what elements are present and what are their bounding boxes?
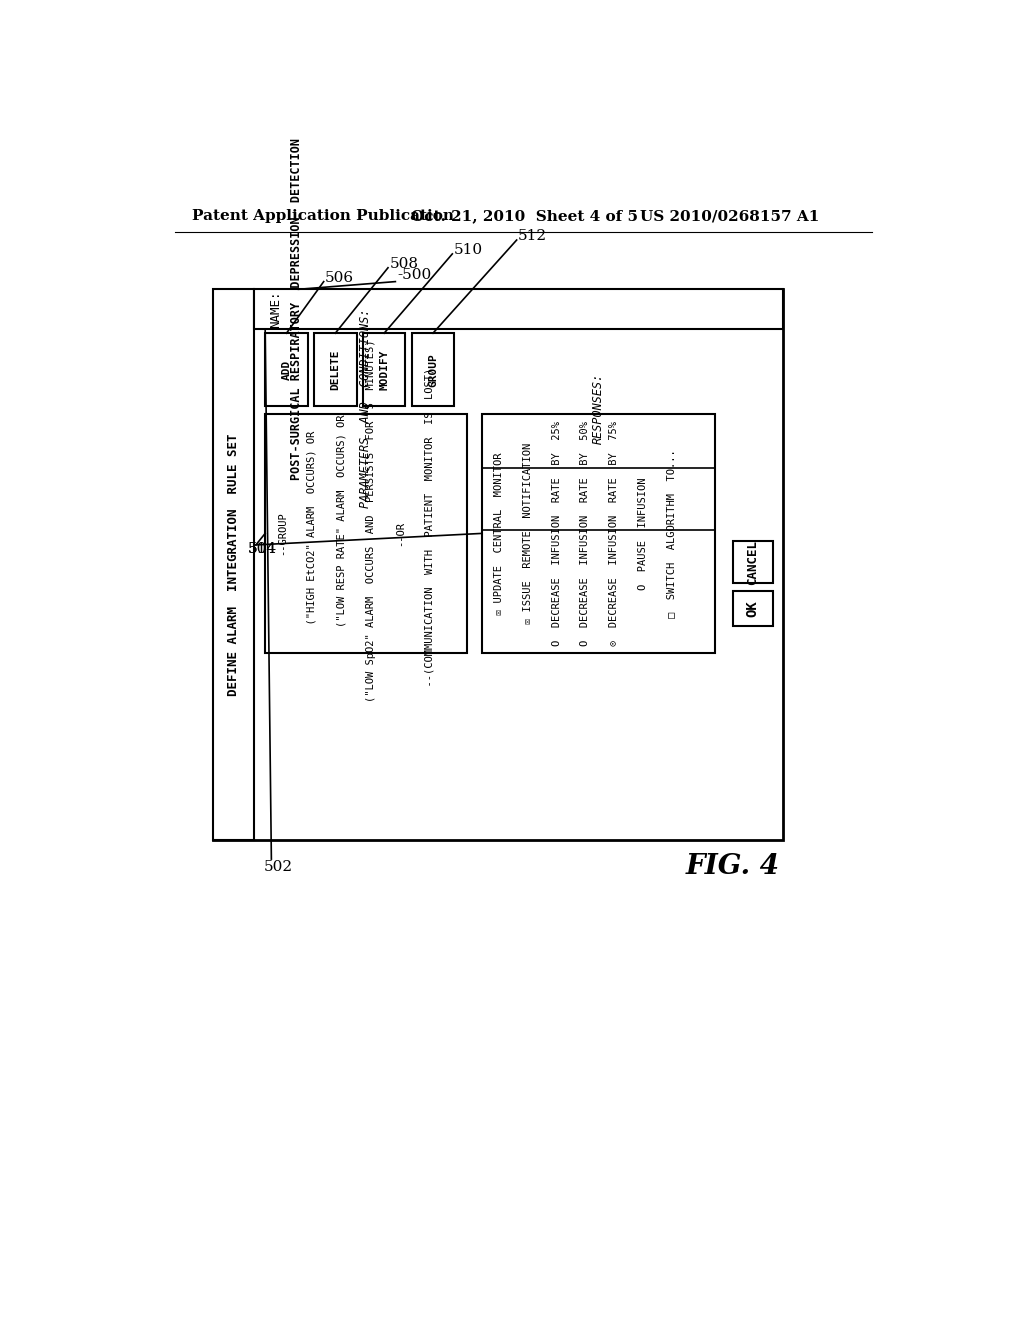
Text: FIG. 4: FIG. 4: [686, 853, 780, 880]
Text: □  SWITCH  ALGORITHM  TO...: □ SWITCH ALGORITHM TO...: [667, 449, 676, 618]
Bar: [362, 333, 406, 407]
Bar: [314, 333, 356, 407]
Text: NAME:: NAME:: [268, 290, 282, 329]
Text: RESPONSES:: RESPONSES:: [592, 372, 605, 444]
Text: 512: 512: [518, 230, 548, 243]
Text: 510: 510: [454, 243, 483, 257]
Text: US 2010/0268157 A1: US 2010/0268157 A1: [640, 209, 819, 223]
Bar: [213, 289, 783, 840]
Text: 502: 502: [263, 859, 293, 874]
Text: OK: OK: [745, 601, 760, 616]
Text: ("LOW RESP RATE" ALARM  OCCURS) OR: ("LOW RESP RATE" ALARM OCCURS) OR: [336, 414, 346, 652]
Text: CANCEL: CANCEL: [746, 540, 759, 585]
Bar: [732, 591, 773, 626]
Text: 506: 506: [326, 271, 354, 285]
Text: O  DECREASE  INFUSION  RATE  BY  50%: O DECREASE INFUSION RATE BY 50%: [581, 421, 590, 645]
Text: O  PAUSE  INFUSION: O PAUSE INFUSION: [638, 477, 647, 590]
Text: --GROUP: --GROUP: [278, 512, 287, 556]
Text: PARAMETERS  AND  CONDITIONS:: PARAMETERS AND CONDITIONS:: [359, 308, 373, 508]
Bar: [265, 414, 467, 653]
Text: 504: 504: [248, 541, 278, 556]
Bar: [412, 333, 455, 407]
Text: ⊙  DECREASE  INFUSION  RATE  BY  75%: ⊙ DECREASE INFUSION RATE BY 75%: [609, 421, 618, 645]
Text: ("LOW SpO2" ALARM  OCCURS  AND  PERSISTS  FOR  5  MINUTES): ("LOW SpO2" ALARM OCCURS AND PERSISTS FO…: [366, 339, 376, 727]
Text: ADD: ADD: [282, 359, 292, 380]
Text: --OR: --OR: [395, 521, 406, 546]
Text: MODIFY: MODIFY: [379, 350, 389, 389]
Text: -500: -500: [397, 268, 431, 282]
Text: Patent Application Publication: Patent Application Publication: [191, 209, 454, 223]
Bar: [482, 414, 715, 653]
Text: POST-SURGICAL RESPIRATORY  DEPRESSION  DETECTION: POST-SURGICAL RESPIRATORY DEPRESSION DET…: [291, 139, 303, 480]
Text: DEFINE ALARM  INTEGRATION  RULE SET: DEFINE ALARM INTEGRATION RULE SET: [227, 433, 240, 696]
Text: DELETE: DELETE: [331, 350, 340, 389]
Text: ☒ ISSUE  REMOTE  NOTIFICATION: ☒ ISSUE REMOTE NOTIFICATION: [523, 442, 532, 624]
Bar: [732, 541, 773, 583]
Text: ☒ UPDATE  CENTRAL  MONITOR: ☒ UPDATE CENTRAL MONITOR: [495, 453, 504, 615]
Text: ("HIGH EtCO2" ALARM  OCCURS) OR: ("HIGH EtCO2" ALARM OCCURS) OR: [306, 430, 316, 636]
Text: Oct. 21, 2010  Sheet 4 of 5: Oct. 21, 2010 Sheet 4 of 5: [411, 209, 638, 223]
Text: 508: 508: [389, 257, 419, 271]
Bar: [213, 289, 254, 840]
Text: 514: 514: [248, 541, 278, 556]
Text: O  DECREASE  INFUSION  RATE  BY  25%: O DECREASE INFUSION RATE BY 25%: [552, 421, 561, 645]
Text: GROUP: GROUP: [428, 352, 438, 387]
Bar: [265, 333, 308, 407]
Text: --(COMMUNICATION  WITH  PATIENT  MONITOR  IS  LOST): --(COMMUNICATION WITH PATIENT MONITOR IS…: [425, 368, 434, 700]
Bar: [254, 289, 783, 330]
